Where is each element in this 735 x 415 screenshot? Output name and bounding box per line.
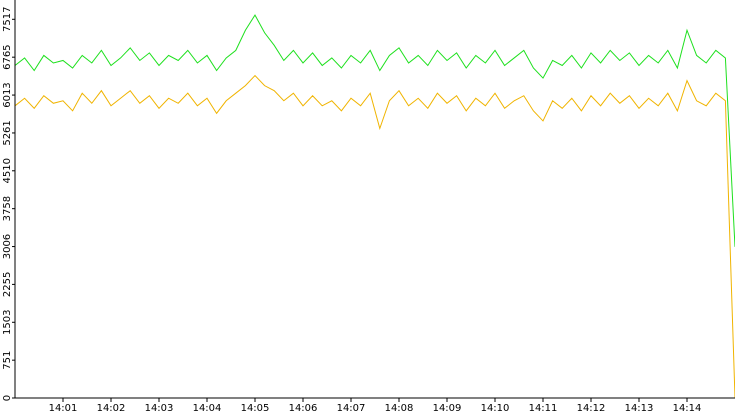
y-tick-label: 0 [2, 395, 13, 401]
series-line [14, 14, 735, 247]
x-tick-label: 14:04 [193, 403, 222, 414]
x-tick-label: 14:05 [241, 403, 270, 414]
x-tick-label: 14:11 [529, 403, 558, 414]
y-tick-label: 6013 [2, 82, 13, 107]
x-tick-label: 14:08 [385, 403, 414, 414]
x-tick-label: 14:14 [673, 403, 702, 414]
x-tick-label: 14:09 [433, 403, 462, 414]
y-tick-label: 751 [2, 351, 13, 370]
y-tick-label: 4510 [2, 158, 13, 183]
x-tick-label: 14:02 [97, 403, 126, 414]
y-tick-label: 6765 [2, 44, 13, 69]
x-tick-label: 14:03 [145, 403, 174, 414]
y-tick-label: 3006 [2, 234, 13, 259]
x-tick-label: 14:13 [625, 403, 654, 414]
y-tick-label: 3758 [2, 196, 13, 221]
y-tick-label: 5261 [2, 120, 13, 145]
series-line [14, 74, 735, 399]
y-tick-label: 2255 [2, 272, 13, 297]
x-tick-label: 14:10 [481, 403, 510, 414]
x-tick-label: 14:12 [577, 403, 606, 414]
x-tick-label: 14:07 [337, 403, 366, 414]
x-tick-label: 14:06 [289, 403, 318, 414]
y-tick-label: 1503 [2, 310, 13, 335]
x-tick-label: 14:01 [49, 403, 78, 414]
y-tick-label: 7517 [2, 7, 13, 32]
